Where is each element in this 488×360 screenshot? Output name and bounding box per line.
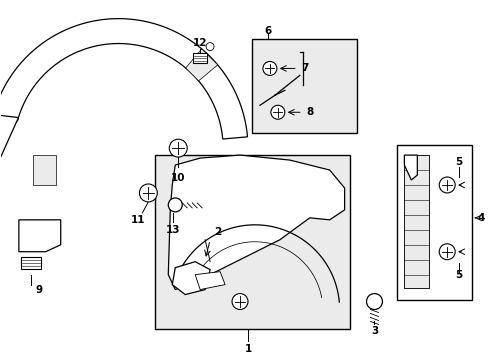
Text: 5: 5 (455, 270, 462, 280)
Polygon shape (168, 155, 344, 289)
Circle shape (169, 139, 187, 157)
Text: 9: 9 (35, 284, 42, 294)
Polygon shape (404, 155, 428, 288)
Text: 5: 5 (455, 157, 462, 167)
Text: 13: 13 (166, 225, 180, 235)
Text: 10: 10 (171, 173, 185, 183)
Bar (155, 155, 349, 329)
Text: 4: 4 (476, 213, 484, 223)
Bar (193, 54, 207, 63)
Text: 2: 2 (214, 227, 221, 237)
Polygon shape (19, 220, 61, 252)
Bar (21, 257, 41, 269)
Polygon shape (172, 262, 210, 294)
Circle shape (438, 177, 454, 193)
Polygon shape (195, 272, 224, 289)
Text: 7: 7 (301, 63, 308, 73)
Circle shape (168, 198, 182, 212)
Text: 12: 12 (193, 37, 207, 48)
Circle shape (270, 105, 285, 119)
Circle shape (263, 62, 276, 75)
Text: 6: 6 (264, 26, 271, 36)
Polygon shape (0, 114, 19, 184)
Text: 3: 3 (370, 327, 377, 336)
Polygon shape (404, 155, 416, 180)
Polygon shape (185, 49, 217, 81)
Circle shape (139, 184, 157, 202)
Circle shape (366, 293, 382, 310)
Text: 8: 8 (305, 107, 313, 117)
Circle shape (205, 42, 214, 50)
Bar (397, 145, 471, 300)
Bar (251, 39, 356, 133)
Text: 1: 1 (244, 345, 251, 354)
Polygon shape (0, 19, 247, 139)
Polygon shape (33, 155, 56, 185)
Text: 11: 11 (131, 215, 145, 225)
Circle shape (232, 293, 247, 310)
Circle shape (438, 244, 454, 260)
